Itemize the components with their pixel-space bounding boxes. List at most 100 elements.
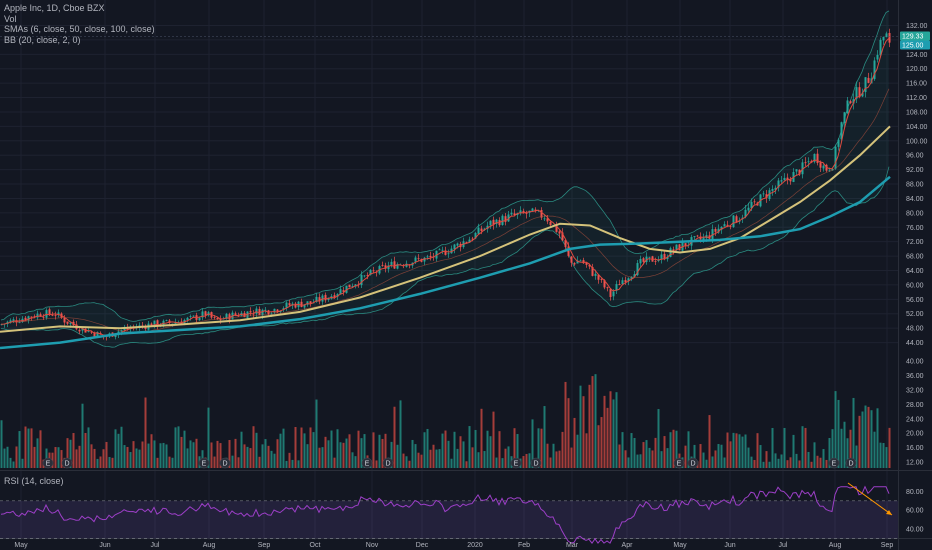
candle-body — [561, 232, 564, 241]
candle-body — [324, 294, 327, 301]
candle-body — [354, 284, 357, 287]
volume-bar — [873, 431, 876, 468]
price-tick-label: 124.00 — [906, 52, 928, 59]
volume-bar — [129, 452, 132, 468]
price-tick-label: 88.00 — [906, 182, 924, 189]
candle-body — [522, 210, 525, 213]
volume-bar — [75, 449, 78, 468]
candle-body — [639, 258, 642, 264]
volume-bar — [165, 444, 168, 468]
volume-bar — [102, 449, 105, 468]
volume-bar — [84, 433, 87, 468]
volume-bar — [627, 457, 630, 468]
volume-bar — [456, 448, 459, 468]
candle-body — [390, 261, 393, 265]
volume-bar — [555, 451, 558, 468]
candle-body — [765, 194, 768, 198]
candle-body — [786, 177, 789, 180]
volume-bar — [477, 452, 480, 468]
volume-bar — [57, 447, 60, 468]
time-axis[interactable]: May Jun Jul Aug Sep Oct Nov Dec 2020 Feb Mar Apr May… — [14, 542, 893, 549]
volume-bar — [831, 429, 834, 468]
candle-body — [789, 178, 792, 182]
candle-body — [642, 258, 645, 262]
volume-bar — [573, 417, 576, 468]
candle-body — [669, 248, 672, 258]
volume-bar — [255, 432, 258, 468]
volume-bar — [33, 446, 36, 468]
candle-body — [858, 87, 861, 98]
price-tick-label: 52.00 — [906, 311, 924, 318]
volume-bar — [723, 457, 726, 468]
volume-bar — [195, 438, 198, 468]
volume-bar — [252, 426, 255, 468]
volume-bar — [621, 432, 624, 468]
time-tick-label: Feb — [518, 542, 530, 549]
volume-bar — [120, 426, 123, 468]
volume-bar — [258, 456, 261, 468]
price-tick-label: 100.00 — [906, 138, 928, 145]
volume-bar — [735, 433, 738, 468]
volume-tick-label: 16.00 — [906, 445, 924, 452]
volume-bar — [801, 426, 804, 468]
volume-bar — [345, 438, 348, 468]
candle-body — [555, 223, 558, 232]
price-axis[interactable]: 132.00128.00124.00120.00116.00112.00108.… — [906, 23, 928, 534]
volume-bar — [759, 445, 762, 468]
volume-bar — [876, 408, 879, 468]
chart-legend: Apple Inc, 1D, Cboe BZX Vol SMAs (6, clo… — [4, 3, 155, 45]
volume-bar — [609, 391, 612, 468]
volume-bar — [834, 391, 837, 468]
volume-bar — [24, 426, 27, 468]
bb-fill — [1, 10, 889, 348]
legend-title[interactable]: Apple Inc, 1D, Cboe BZX — [4, 3, 105, 13]
volume-bar — [633, 438, 636, 468]
candle-body — [846, 100, 849, 114]
volume-bar — [579, 385, 582, 468]
volume-bar — [141, 441, 144, 468]
volume-bar — [213, 456, 216, 468]
candle-body — [216, 317, 219, 320]
volume-bar — [318, 447, 321, 468]
volume-bar — [453, 431, 456, 468]
candle-body — [414, 257, 417, 262]
volume-bar — [819, 457, 822, 468]
volume-bar — [186, 448, 189, 468]
volume-bar — [705, 459, 708, 468]
volume-bar — [486, 430, 489, 468]
volume-bar — [99, 456, 102, 468]
volume-bar — [720, 444, 723, 468]
rsi-legend[interactable]: RSI (14, close) — [4, 476, 64, 486]
volume-bar — [411, 439, 414, 468]
volume-bar — [18, 431, 21, 468]
candle-body — [453, 244, 456, 250]
candle-body — [204, 311, 207, 316]
price-badge-label: 125.00 — [902, 43, 924, 50]
volume-bar — [168, 456, 171, 468]
candle-body — [396, 264, 399, 269]
volume-bar — [219, 443, 222, 468]
candle-body — [465, 242, 468, 243]
volume-bar — [561, 431, 564, 468]
volume-bar — [249, 448, 252, 468]
legend-vol[interactable]: Vol — [4, 13, 17, 24]
volume-bar — [855, 445, 858, 468]
candle-body — [798, 169, 801, 175]
volume-bar — [291, 459, 294, 468]
volume-bar — [711, 456, 714, 468]
legend-bb[interactable]: BB (20, close, 2, 0) — [4, 34, 81, 45]
volume-bar — [507, 446, 510, 468]
volume-bar — [273, 453, 276, 468]
volume-bar — [267, 445, 270, 468]
candle-body — [774, 187, 777, 190]
candle-body — [264, 309, 267, 311]
volume-bar — [15, 446, 18, 468]
candle-body — [594, 273, 597, 276]
volume-tick-label: 32.00 — [906, 388, 924, 395]
volume-bar — [810, 461, 813, 468]
candle-body — [447, 253, 450, 255]
legend-smas[interactable]: SMAs (6, close, 50, close, 100, close) — [4, 24, 155, 34]
candle-body — [438, 249, 441, 251]
volume-bar — [606, 407, 609, 468]
